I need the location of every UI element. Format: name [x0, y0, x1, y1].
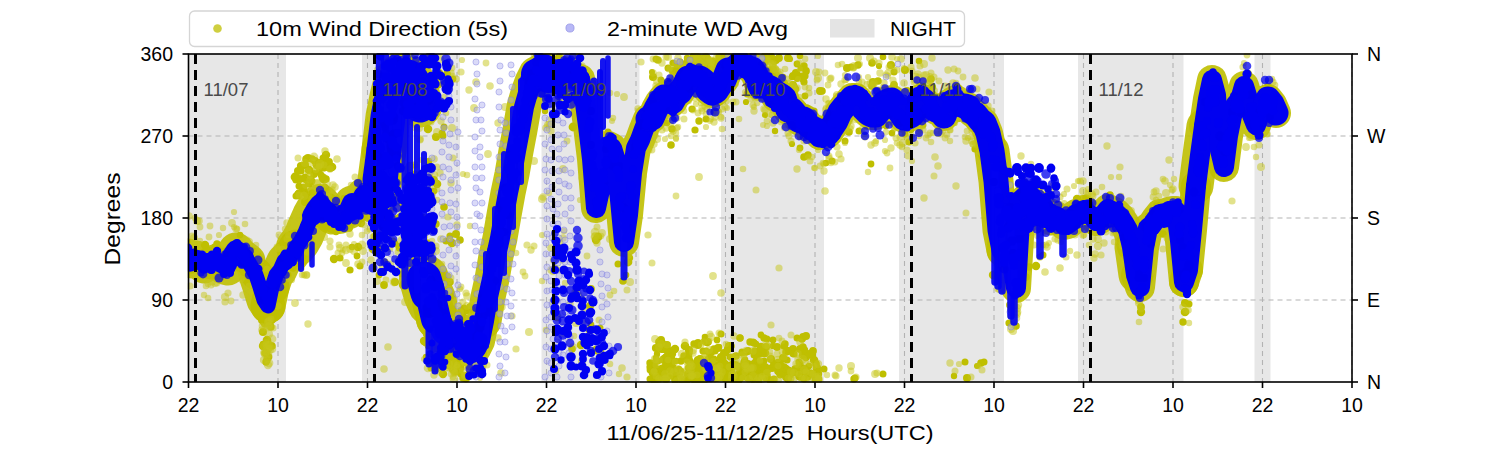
svg-text:S: S [1367, 207, 1380, 229]
svg-text:E: E [1367, 289, 1380, 311]
svg-text:2-minute WD Avg: 2-minute WD Avg [607, 17, 788, 40]
svg-text:360: 360 [140, 43, 173, 65]
svg-text:22: 22 [536, 394, 558, 416]
svg-text:N: N [1367, 43, 1381, 65]
svg-text:10: 10 [625, 394, 647, 416]
svg-text:22: 22 [1073, 394, 1095, 416]
svg-text:11/06/25-11/12/25 Hours(UTC): 11/06/25-11/12/25 Hours(UTC) [607, 422, 934, 444]
svg-text:180: 180 [140, 207, 173, 229]
svg-text:22: 22 [357, 394, 379, 416]
svg-text:N: N [1367, 371, 1381, 393]
svg-text:10: 10 [446, 394, 468, 416]
svg-text:10: 10 [1162, 394, 1184, 416]
svg-text:11/08: 11/08 [383, 79, 428, 100]
svg-text:0: 0 [162, 371, 173, 393]
svg-text:NIGHT: NIGHT [890, 17, 956, 40]
svg-text:10: 10 [983, 394, 1005, 416]
svg-text:11/11: 11/11 [920, 79, 964, 100]
svg-text:W: W [1367, 125, 1386, 147]
svg-text:90: 90 [151, 289, 173, 311]
svg-text:11/07: 11/07 [204, 79, 249, 100]
svg-text:10: 10 [267, 394, 289, 416]
svg-text:22: 22 [715, 394, 737, 416]
svg-text:11/12: 11/12 [1099, 79, 1144, 100]
svg-text:11/09: 11/09 [562, 79, 607, 100]
svg-text:10: 10 [1341, 394, 1363, 416]
svg-text:Degrees: Degrees [101, 173, 125, 266]
svg-text:10: 10 [804, 394, 826, 416]
svg-text:22: 22 [178, 394, 200, 416]
svg-text:10m Wind Direction (5s): 10m Wind Direction (5s) [256, 17, 508, 40]
svg-text:22: 22 [1252, 394, 1274, 416]
svg-text:22: 22 [894, 394, 916, 416]
svg-text:11/10: 11/10 [741, 79, 786, 100]
svg-text:270: 270 [140, 125, 173, 147]
